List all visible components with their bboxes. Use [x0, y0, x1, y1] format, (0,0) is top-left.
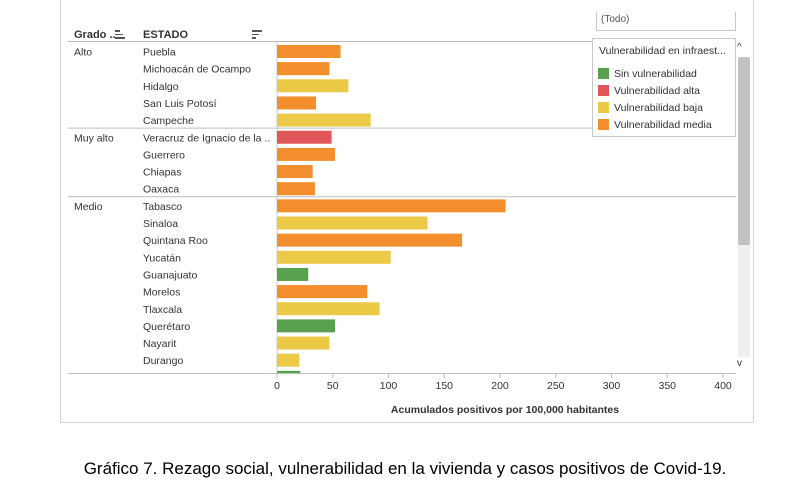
- filter-dropdown[interactable]: (Todo): [596, 12, 736, 31]
- bar[interactable]: [277, 233, 463, 247]
- state-label[interactable]: Quintana Roo: [143, 235, 208, 247]
- bar[interactable]: [277, 79, 349, 93]
- bar[interactable]: [277, 62, 330, 76]
- x-tick-label: 350: [658, 380, 676, 392]
- state-label[interactable]: Michoacán de Ocampo: [143, 64, 251, 76]
- scrollbar-thumb[interactable]: [738, 57, 750, 245]
- x-tick-label: 50: [327, 380, 339, 392]
- bar[interactable]: [277, 302, 380, 316]
- state-label[interactable]: Hidalgo: [143, 81, 179, 93]
- legend-swatch: [598, 102, 609, 113]
- x-tick-label: 300: [603, 380, 621, 392]
- legend-item-sin[interactable]: Sin vulnerabilidad: [598, 68, 697, 81]
- state-label[interactable]: Tlaxcala: [143, 304, 182, 316]
- state-label[interactable]: San Luis Potosí: [143, 98, 217, 110]
- x-axis-title: Acumulados positivos por 100,000 habitan…: [390, 404, 620, 416]
- bar[interactable]: [277, 370, 301, 384]
- state-label[interactable]: Durango: [143, 355, 183, 367]
- legend-item-baja[interactable]: Vulnerabilidad baja: [598, 102, 703, 115]
- x-tick-label: 250: [547, 380, 565, 392]
- state-label[interactable]: Yucatán: [143, 252, 181, 264]
- legend-swatch: [598, 85, 609, 96]
- bar[interactable]: [277, 267, 309, 281]
- x-tick-label: 0: [274, 380, 280, 392]
- state-label[interactable]: Sinaloa: [143, 218, 178, 230]
- x-tick-label: 150: [435, 380, 453, 392]
- state-label[interactable]: Querétaro: [143, 321, 190, 333]
- group-label: Alto: [74, 47, 92, 59]
- bar[interactable]: [277, 319, 335, 333]
- sort-desc-icon[interactable]: [252, 30, 262, 39]
- bar[interactable]: [277, 113, 371, 127]
- group-label: Muy alto: [74, 132, 114, 144]
- rows-group: Alto Puebla Michoacán de Ocampo Hidalgo San …: [68, 45, 736, 384]
- scroll-down-icon[interactable]: v: [737, 358, 742, 369]
- bar[interactable]: [277, 285, 368, 299]
- state-label[interactable]: Veracruz de Ignacio de la ..: [143, 132, 270, 144]
- bar[interactable]: [277, 182, 315, 196]
- legend-swatch: [598, 119, 609, 130]
- state-label[interactable]: Morelos: [143, 287, 180, 299]
- state-label[interactable]: Tabasco: [143, 201, 182, 213]
- legend-label: Vulnerabilidad media: [614, 119, 712, 131]
- state-label[interactable]: Guanajuato: [143, 269, 197, 281]
- legend-title[interactable]: Vulnerabilidad en infraest...: [599, 45, 726, 57]
- bar[interactable]: [277, 199, 506, 213]
- state-label[interactable]: Guerrero: [143, 149, 185, 161]
- bar[interactable]: [277, 216, 428, 230]
- legend-item-alta[interactable]: Vulnerabilidad alta: [598, 85, 700, 98]
- state-label[interactable]: Chiapas: [143, 167, 182, 179]
- legend-label: Sin vulnerabilidad: [614, 68, 697, 80]
- legend-swatch: [598, 68, 609, 79]
- x-tick-label: 200: [491, 380, 509, 392]
- bar[interactable]: [277, 165, 313, 179]
- bar[interactable]: [277, 45, 341, 58]
- filter-value: (Todo): [601, 14, 630, 25]
- group-label: Medio: [74, 201, 103, 213]
- state-label[interactable]: Campeche: [143, 115, 194, 127]
- bar[interactable]: [277, 147, 335, 161]
- x-tick-label: 400: [714, 380, 732, 392]
- bar[interactable]: [277, 336, 330, 350]
- legend-item-media[interactable]: Vulnerabilidad media: [598, 119, 712, 132]
- scroll-up-icon[interactable]: ^: [737, 42, 742, 53]
- bar[interactable]: [277, 96, 317, 110]
- figure-caption: Gráfico 7. Rezago social, vulnerabilidad…: [83, 459, 727, 478]
- sort-icon[interactable]: [115, 30, 125, 39]
- estado-header[interactable]: ESTADO: [143, 29, 189, 41]
- bar[interactable]: [277, 353, 300, 367]
- bar[interactable]: [277, 250, 391, 264]
- legend: Vulnerabilidad en infraest... Sin vulner…: [592, 38, 736, 137]
- x-tick-label: 100: [380, 380, 398, 392]
- state-label[interactable]: Puebla: [143, 47, 176, 59]
- state-label[interactable]: Oaxaca: [143, 184, 179, 196]
- state-label[interactable]: Nayarit: [143, 338, 176, 350]
- chart-frame: [60, 0, 754, 423]
- grado-header[interactable]: Grado ..: [74, 29, 116, 41]
- legend-label: Vulnerabilidad alta: [614, 85, 701, 97]
- legend-label: Vulnerabilidad baja: [614, 102, 703, 114]
- bar[interactable]: [277, 130, 332, 144]
